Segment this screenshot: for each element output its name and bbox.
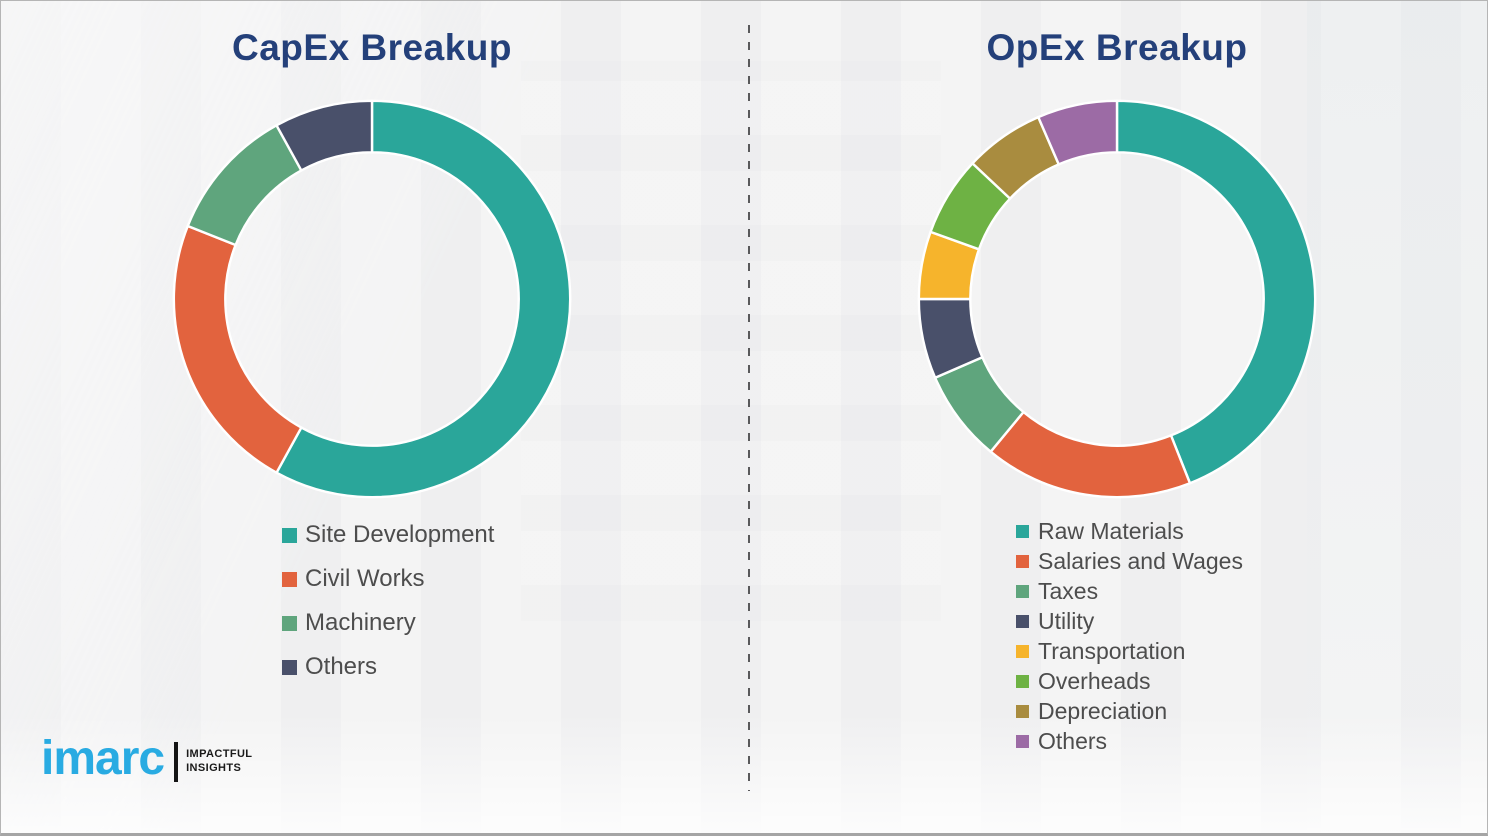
donut-segment-site-development xyxy=(275,99,572,499)
legend-label: Salaries and Wages xyxy=(1038,547,1243,574)
legend-label: Site Development xyxy=(305,521,495,548)
legend-swatch-transportation xyxy=(1016,644,1029,658)
opex-donut-chart xyxy=(913,95,1321,503)
legend-item-site-development: Site Development xyxy=(282,513,494,557)
legend-item-machinery: Machinery xyxy=(282,601,494,645)
legend-item-utility: Utility xyxy=(1016,606,1243,636)
donut-segment-civil-works xyxy=(172,224,303,474)
legend-swatch-machinery xyxy=(282,615,297,631)
legend-item-depreciation: Depreciation xyxy=(1016,696,1243,726)
legend-item-overheads: Overheads xyxy=(1016,666,1243,696)
legend-label: Others xyxy=(305,653,378,680)
legend-label: Utility xyxy=(1038,607,1095,634)
watermark-center-texture xyxy=(521,61,941,621)
capex-chart-title: CapEx Breakup xyxy=(232,27,512,68)
legend-label: Transportation xyxy=(1038,637,1186,664)
legend-swatch-salaries-and-wages xyxy=(1016,554,1029,568)
capex-legend: Site Development Civil Works Machinery Othe… xyxy=(282,513,494,689)
legend-swatch-site-development xyxy=(282,527,297,543)
capex-donut-chart xyxy=(168,95,576,503)
legend-item-others: Others xyxy=(1016,726,1243,756)
legend-label: Depreciation xyxy=(1038,697,1168,724)
legend-label: Civil Works xyxy=(305,565,425,592)
donut-segment-salaries-and-wages xyxy=(989,410,1192,499)
logo-divider-bar xyxy=(174,742,179,782)
legend-swatch-depreciation xyxy=(1016,704,1029,718)
legend-item-raw-materials: Raw Materials xyxy=(1016,516,1243,546)
donut-segment-machinery xyxy=(186,124,303,247)
legend-swatch-overheads xyxy=(1016,674,1029,688)
logo-tagline-line1: IMPACTFUL xyxy=(186,748,253,761)
opex-legend: Raw Materials Salaries and Wages Taxes Util… xyxy=(1016,516,1243,756)
legend-label: Taxes xyxy=(1038,577,1099,604)
legend-swatch-others xyxy=(1016,734,1029,748)
legend-label: Machinery xyxy=(305,609,416,636)
logo-tagline-line2: INSIGHTS xyxy=(186,762,242,774)
donut-segment-others xyxy=(1037,99,1119,166)
legend-swatch-others xyxy=(282,659,297,675)
legend-swatch-raw-materials xyxy=(1016,524,1029,538)
legend-item-civil-works: Civil Works xyxy=(282,557,494,601)
legend-swatch-utility xyxy=(1016,614,1029,628)
donut-segment-raw-materials xyxy=(1115,99,1317,485)
imarc-wordmark: imarc xyxy=(41,732,165,786)
legend-label: Raw Materials xyxy=(1038,517,1184,544)
imarc-logo: imarc IMPACTFUL INSIGHTS xyxy=(41,732,252,786)
legend-item-salaries-and-wages: Salaries and Wages xyxy=(1016,546,1243,576)
opex-chart-title: OpEx Breakup xyxy=(986,27,1248,68)
watermark-right-band xyxy=(1307,1,1487,833)
legend-swatch-taxes xyxy=(1016,584,1029,598)
legend-item-others: Others xyxy=(282,645,494,689)
logo-tagline: IMPACTFUL INSIGHTS xyxy=(186,748,252,776)
legend-label: Overheads xyxy=(1038,667,1151,694)
donut-segment-others xyxy=(275,99,374,172)
legend-item-transportation: Transportation xyxy=(1016,636,1243,666)
legend-item-taxes: Taxes xyxy=(1016,576,1243,606)
vertical-dashed-divider xyxy=(748,25,750,791)
legend-label: Others xyxy=(1038,727,1108,754)
legend-swatch-civil-works xyxy=(282,571,297,587)
